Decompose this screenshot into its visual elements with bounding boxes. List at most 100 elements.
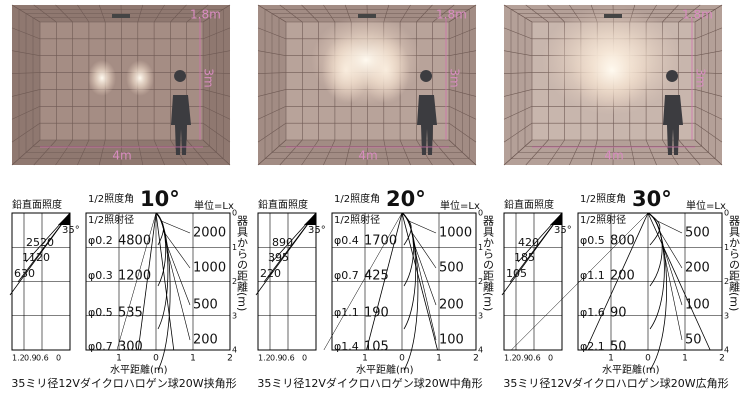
distance-tick: 2 [478,277,483,286]
left-tick: 0.6 [528,354,541,363]
diameter: φ2.1 [580,340,605,353]
left-tick: 1.2 [12,354,25,363]
bottom-tick: 1 [682,354,688,364]
person-silhouette [171,70,191,155]
center-value: 425 [364,269,389,284]
bottom-tick: 1 [608,354,614,364]
distance-tick: 4 [724,346,729,355]
center-value: 1700 [364,234,397,249]
diameter: φ1.1 [334,306,359,319]
vertical-value: 185 [514,251,535,264]
distance-tick: 3 [478,311,483,320]
bottom-tick: 1 [116,354,122,364]
person-silhouette [663,70,683,155]
center-value: 300 [118,340,143,355]
leader-line [161,220,191,234]
diameter-label: 1/2照射径 [334,213,380,226]
diameter: φ0.7 [88,340,113,353]
unit-label: 単位=Lx [194,199,234,212]
bottom-tick: 0 [645,354,651,364]
vertical-value: 2520 [26,236,54,249]
contour-value: 500 [439,261,464,276]
angle-label: 1/2照度角 [580,192,626,205]
left-tick: 1.2 [258,354,271,363]
bottom-tick: 1 [362,354,368,364]
beam-edge [585,212,649,351]
distance-tick: 1 [724,243,729,252]
leader-line [167,250,191,341]
height-label: 3m [448,68,462,87]
depth-line [271,13,463,153]
vertical-angle: 35° [62,225,80,236]
angle-marker [550,213,562,225]
beam-edge [401,212,438,351]
contour-value: 200 [439,298,464,313]
diameter: φ0.7 [334,269,359,282]
contour-value: 100 [439,333,464,348]
diameter: φ0.3 [88,269,113,282]
vertical-angle: 35° [554,225,572,236]
diameter: φ1.4 [334,340,359,353]
isolux-curve [647,212,663,287]
leader-line [163,230,191,269]
leader-line [657,220,683,234]
beam-edge [116,212,157,351]
left-tick: 1.2 [504,354,517,363]
beam-edge [323,212,403,351]
distance-tick: 2 [232,277,237,286]
caption: 35ミリ径12Vダイクロハロゲン球20W中角形 [257,376,482,390]
isolux-curve [401,212,419,371]
distance-tick: 1 [232,243,237,252]
distance-tick: 2 [724,277,729,286]
caption: 35ミリ径12Vダイクロハロゲン球20W挟角形 [11,376,236,390]
contour-value: 200 [193,333,218,348]
unit-label: 単位=Lx [440,199,480,212]
bottom-tick: 0 [399,354,405,364]
vertical-angle: 35° [308,225,326,236]
diameter-label: 1/2照射径 [88,213,134,226]
isolux-curve [401,212,417,330]
ceiling-label: 1.8m [190,8,221,22]
contour-value: 50 [685,333,702,348]
left-tick: 0.9 [270,354,283,363]
depth-line [25,13,217,153]
bottom-tick: 2 [473,354,479,364]
diameter-label: 1/2照射径 [580,213,626,226]
caption: 35ミリ径12Vダイクロハロゲン球20W広角形 [503,376,728,390]
vertical-title: 鉛直面照度 [258,198,308,211]
beam-edge [155,212,175,351]
diameter: φ0.5 [580,234,605,247]
diameter: φ1.1 [580,269,605,282]
vertical-value: 220 [260,267,281,280]
diameter: φ0.4 [334,234,359,247]
leader-line [412,240,437,306]
leader-line [414,250,437,341]
horizontal-label: 水平距離(m) [110,363,168,376]
leader-line [661,240,683,306]
light-spot [126,60,154,96]
leader-line [165,240,191,306]
distance-tick: 3 [724,311,729,320]
light-spot [88,60,116,96]
horizontal-label: 水平距離(m) [602,363,660,376]
center-value: 105 [364,340,389,355]
left-tick: 0 [302,354,307,363]
bottom-tick: 1 [190,354,196,364]
left-tick: 0.6 [282,354,295,363]
distance-tick: 0 [478,209,483,218]
depth-line [264,9,470,159]
diameter: φ0.5 [88,306,113,319]
width-label: 4m [604,149,623,163]
bottom-tick: 2 [719,354,725,364]
contour-value: 500 [685,226,710,241]
angle-value: 20° [386,187,426,211]
vertical-value: 395 [268,251,289,264]
contour-value: 200 [685,261,710,276]
beam-edge [366,212,403,351]
center-value: 90 [610,306,627,321]
diameter: φ1.6 [580,306,605,319]
center-value: 1200 [118,269,151,284]
angle-value: 30° [632,187,672,211]
distance-label: 器具からの距離(m) [482,215,495,312]
